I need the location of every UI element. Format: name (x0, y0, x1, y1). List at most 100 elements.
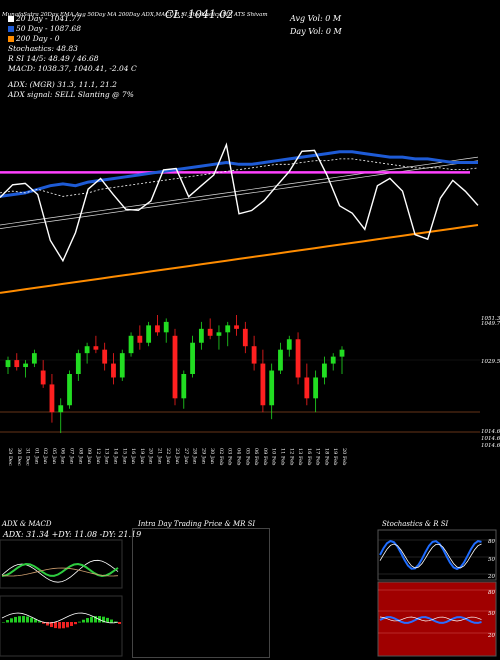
macd-bar (22, 616, 25, 623)
x-axis-date: 08 Jan (77, 448, 83, 465)
candle-body (14, 360, 20, 368)
candle-body (322, 363, 327, 378)
rsi-tick-80: 80 (488, 590, 495, 596)
x-axis-date: 19 Feb (332, 448, 338, 465)
macd-bar (6, 620, 9, 623)
price-label-low1: 1014.61 (481, 429, 500, 435)
x-axis-date: 27 Jan (183, 448, 189, 465)
candle-body (102, 349, 108, 364)
rsi-signal-line (379, 616, 482, 622)
candle-body (23, 363, 28, 368)
candle-body (190, 342, 195, 374)
rsi-tick-50: 50 (488, 611, 495, 617)
candle-body (67, 374, 72, 406)
candle-body (163, 321, 169, 333)
macd-bar (2, 622, 5, 623)
indicator-header: MunafaSutra 20Day EMA Avg 50Day MA 200Da… (2, 12, 268, 18)
candle-body (269, 370, 275, 406)
price-label-low3: 1014.61 (481, 443, 500, 449)
macd-bar (94, 616, 97, 623)
envelope-line-2 (0, 156, 479, 226)
macd-bar (70, 622, 73, 626)
candle-body (146, 325, 152, 343)
candle-body (155, 325, 160, 333)
rsi-value: R SI 14/5: 48.49 / 46.68 (8, 54, 99, 63)
candle-body (49, 384, 55, 413)
candle-body (339, 349, 345, 357)
intraday-panel (132, 528, 270, 658)
legend-ma50: 50 Day - 1087.68 (8, 24, 137, 34)
adx-panel-box (0, 539, 123, 589)
candle-body (128, 335, 134, 354)
close-label: CL: 1041.02 (165, 8, 234, 21)
candle-body (75, 353, 81, 374)
price-label-support: 1049.74 (481, 321, 500, 327)
x-axis-date: 06 Feb (253, 448, 259, 465)
x-axis-date: 04 Feb (236, 448, 242, 465)
candle-body (251, 346, 257, 364)
x-axis-date: 20 Jan (148, 448, 154, 465)
candle-body (260, 363, 266, 406)
adx-line (1, 559, 119, 583)
macd-bar (10, 618, 13, 623)
plus-di-line (1, 563, 119, 578)
x-axis-date: 19 Jan (139, 448, 145, 465)
envelope-line-1 (0, 160, 479, 229)
x-axis-date: 29 Dec (7, 448, 13, 466)
ma50-label: 50 Day - 1087.68 (16, 24, 81, 33)
macd-bar (66, 622, 69, 628)
x-axis-date: 13 Jan (104, 448, 110, 465)
price-label-low2: 1014.61 (481, 436, 500, 442)
candle-body (40, 370, 46, 385)
x-axis-date: 31 Dec (25, 448, 31, 466)
x-axis-date: 12 Jan (95, 448, 101, 465)
macd-bar (30, 617, 33, 623)
macd-line (1, 612, 119, 624)
macd-bar (74, 622, 77, 625)
x-axis-date: 01 Jan (33, 448, 39, 465)
stoch-tick-80: 80 (488, 539, 495, 545)
macd-bar (18, 616, 21, 623)
x-axis-date: 20 Feb (341, 448, 347, 465)
minus-di-line (1, 567, 119, 577)
macd-bar (102, 616, 105, 623)
x-axis-date: 15 Jan (121, 448, 127, 465)
candle-body (242, 328, 248, 347)
stoch-panel-box (377, 529, 497, 581)
macd-bar (58, 622, 61, 629)
adx-value: ADX: (MGR) 31.3, 11.1, 21.2 (8, 80, 117, 89)
x-axis-date: 10 Feb (271, 448, 277, 465)
stoch-panel-title: Stochastics & R SI (382, 520, 449, 528)
candle-body (234, 325, 239, 329)
candle-body (304, 377, 310, 399)
candle-body (286, 339, 292, 350)
candle-body (84, 346, 90, 354)
candle-body (278, 349, 283, 371)
price-label-mid: 1029.56 (481, 359, 500, 365)
rsi-line (379, 616, 482, 624)
macd-bar (86, 618, 89, 623)
candle-body (330, 356, 336, 364)
ema20-swatch (8, 16, 14, 22)
ma200-line (0, 224, 479, 294)
stoch-tick-20: 20 (488, 574, 495, 580)
macd-bar (50, 622, 53, 628)
macd-bar (34, 619, 37, 623)
x-axis-date: 28 Jan (192, 448, 198, 465)
price-label-high: 1051.35 (481, 316, 500, 322)
candle-body (207, 328, 213, 336)
x-axis-date: 14 Jan (112, 448, 118, 465)
macd-bar (118, 622, 121, 624)
candle-body (198, 328, 204, 343)
macd-bar (90, 616, 93, 623)
candle-body (313, 377, 319, 399)
x-axis-date: 13 Feb (297, 448, 303, 465)
stoch-k-line (379, 539, 482, 571)
stoch-d-line (379, 543, 482, 569)
macd-value: MACD: 1038.37, 1040.41, -2.04 C (8, 64, 137, 73)
x-axis-date: 02 Feb (218, 448, 224, 465)
macd-bar (62, 622, 65, 629)
macd-bar (46, 622, 49, 626)
macd-bar (38, 621, 41, 623)
